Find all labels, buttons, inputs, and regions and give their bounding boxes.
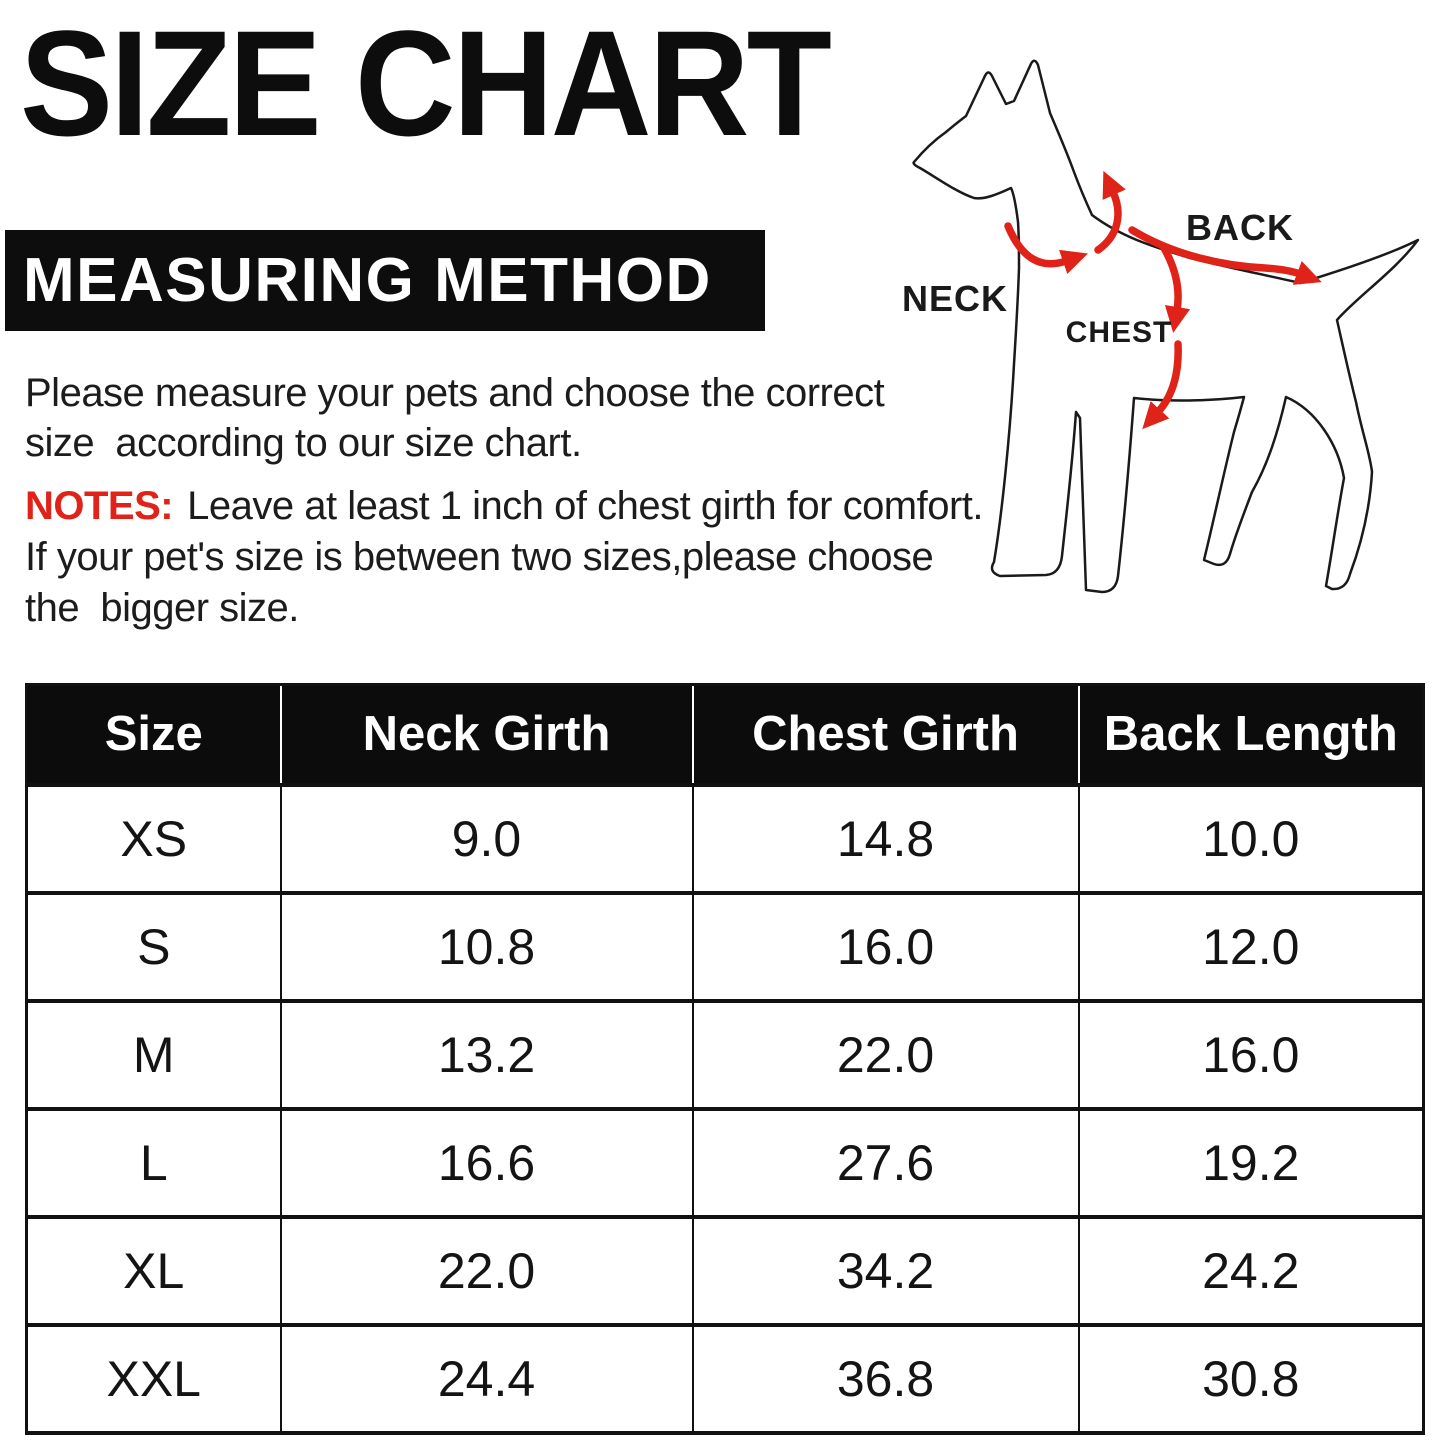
notes-line-1: NOTES: Leave at least 1 inch of chest gir… [25, 481, 984, 532]
notes-label: NOTES: [25, 484, 174, 528]
column-header: Chest Girth [691, 684, 1079, 785]
size-table: Size Neck Girth Chest Girth Back Length XS 9… [25, 683, 1425, 1435]
size-cell: XS [26, 784, 281, 893]
section-header-label: MEASURING METHOD [23, 246, 712, 315]
value-cell: 27.6 [691, 1108, 1079, 1217]
value-cell: 24.4 [279, 1324, 693, 1433]
intro-text: Please measure your pets and choose the … [25, 368, 885, 468]
value-cell: 10.0 [1077, 784, 1424, 893]
table-row: S 10.8 16.0 12.0 [26, 892, 1424, 1001]
notes-text: NOTES: Leave at least 1 inch of chest gir… [25, 481, 984, 634]
section-header-bar: MEASURING METHOD [5, 230, 765, 331]
value-cell: 34.2 [691, 1216, 1079, 1325]
notes-line-3: the bigger size. [25, 586, 299, 630]
notes-line-1-text: Leave at least 1 inch of chest girth for… [187, 484, 984, 528]
neck-measure-arrow [1004, 222, 1089, 275]
size-cell: S [26, 892, 281, 1001]
table-row: L 16.6 27.6 19.2 [26, 1108, 1424, 1217]
table-row: XS 9.0 14.8 10.0 [26, 784, 1424, 893]
size-cell: L [26, 1108, 281, 1217]
dog-measuring-diagram: NECK BACK CHEST [902, 59, 1420, 594]
value-cell: 16.6 [279, 1108, 693, 1217]
size-cell: M [26, 1000, 281, 1109]
value-cell: 16.0 [691, 892, 1079, 1001]
column-header: Back Length [1077, 684, 1424, 785]
value-cell: 10.8 [279, 892, 693, 1001]
value-cell: 9.0 [279, 784, 693, 893]
value-cell: 12.0 [1077, 892, 1424, 1001]
value-cell: 36.8 [691, 1324, 1079, 1433]
value-cell: 30.8 [1077, 1324, 1424, 1433]
intro-line-1: Please measure your pets and choose the … [25, 371, 885, 415]
column-header: Size [26, 684, 281, 785]
value-cell: 22.0 [691, 1000, 1079, 1109]
table-row: XXL 24.4 36.8 30.8 [26, 1324, 1424, 1433]
chest-label: CHEST [1066, 316, 1173, 349]
value-cell: 13.2 [279, 1000, 693, 1109]
page-title: SIZE CHART [20, 0, 832, 167]
chest-measure-arrow-upper [1160, 244, 1191, 333]
value-cell: 14.8 [691, 784, 1079, 893]
table-row: M 13.2 22.0 16.0 [26, 1000, 1424, 1109]
chest-measure-arrow-lower [1142, 340, 1182, 430]
column-header: Neck Girth [279, 684, 693, 785]
notes-line-2: If your pet's size is between two sizes,… [25, 535, 934, 579]
size-cell: XXL [26, 1324, 281, 1433]
table-header-row: Size Neck Girth Chest Girth Back Length [26, 684, 1424, 785]
size-cell: XL [26, 1216, 281, 1325]
neck-label: NECK [902, 278, 1008, 319]
value-cell: 19.2 [1077, 1108, 1424, 1217]
back-label: BACK [1186, 207, 1294, 248]
intro-line-2: size according to our size chart. [25, 421, 582, 465]
table-row: XL 22.0 34.2 24.2 [26, 1216, 1424, 1325]
size-table-body: XS 9.0 14.8 10.0 S 10.8 16.0 12.0 M 13.2 22.0 16.0 L… [26, 784, 1424, 1433]
size-table-head: Size Neck Girth Chest Girth Back Length [26, 684, 1424, 785]
neck-measure-arrow-upper [1094, 170, 1126, 254]
value-cell: 16.0 [1077, 1000, 1424, 1109]
value-cell: 24.2 [1077, 1216, 1424, 1325]
value-cell: 22.0 [279, 1216, 693, 1325]
